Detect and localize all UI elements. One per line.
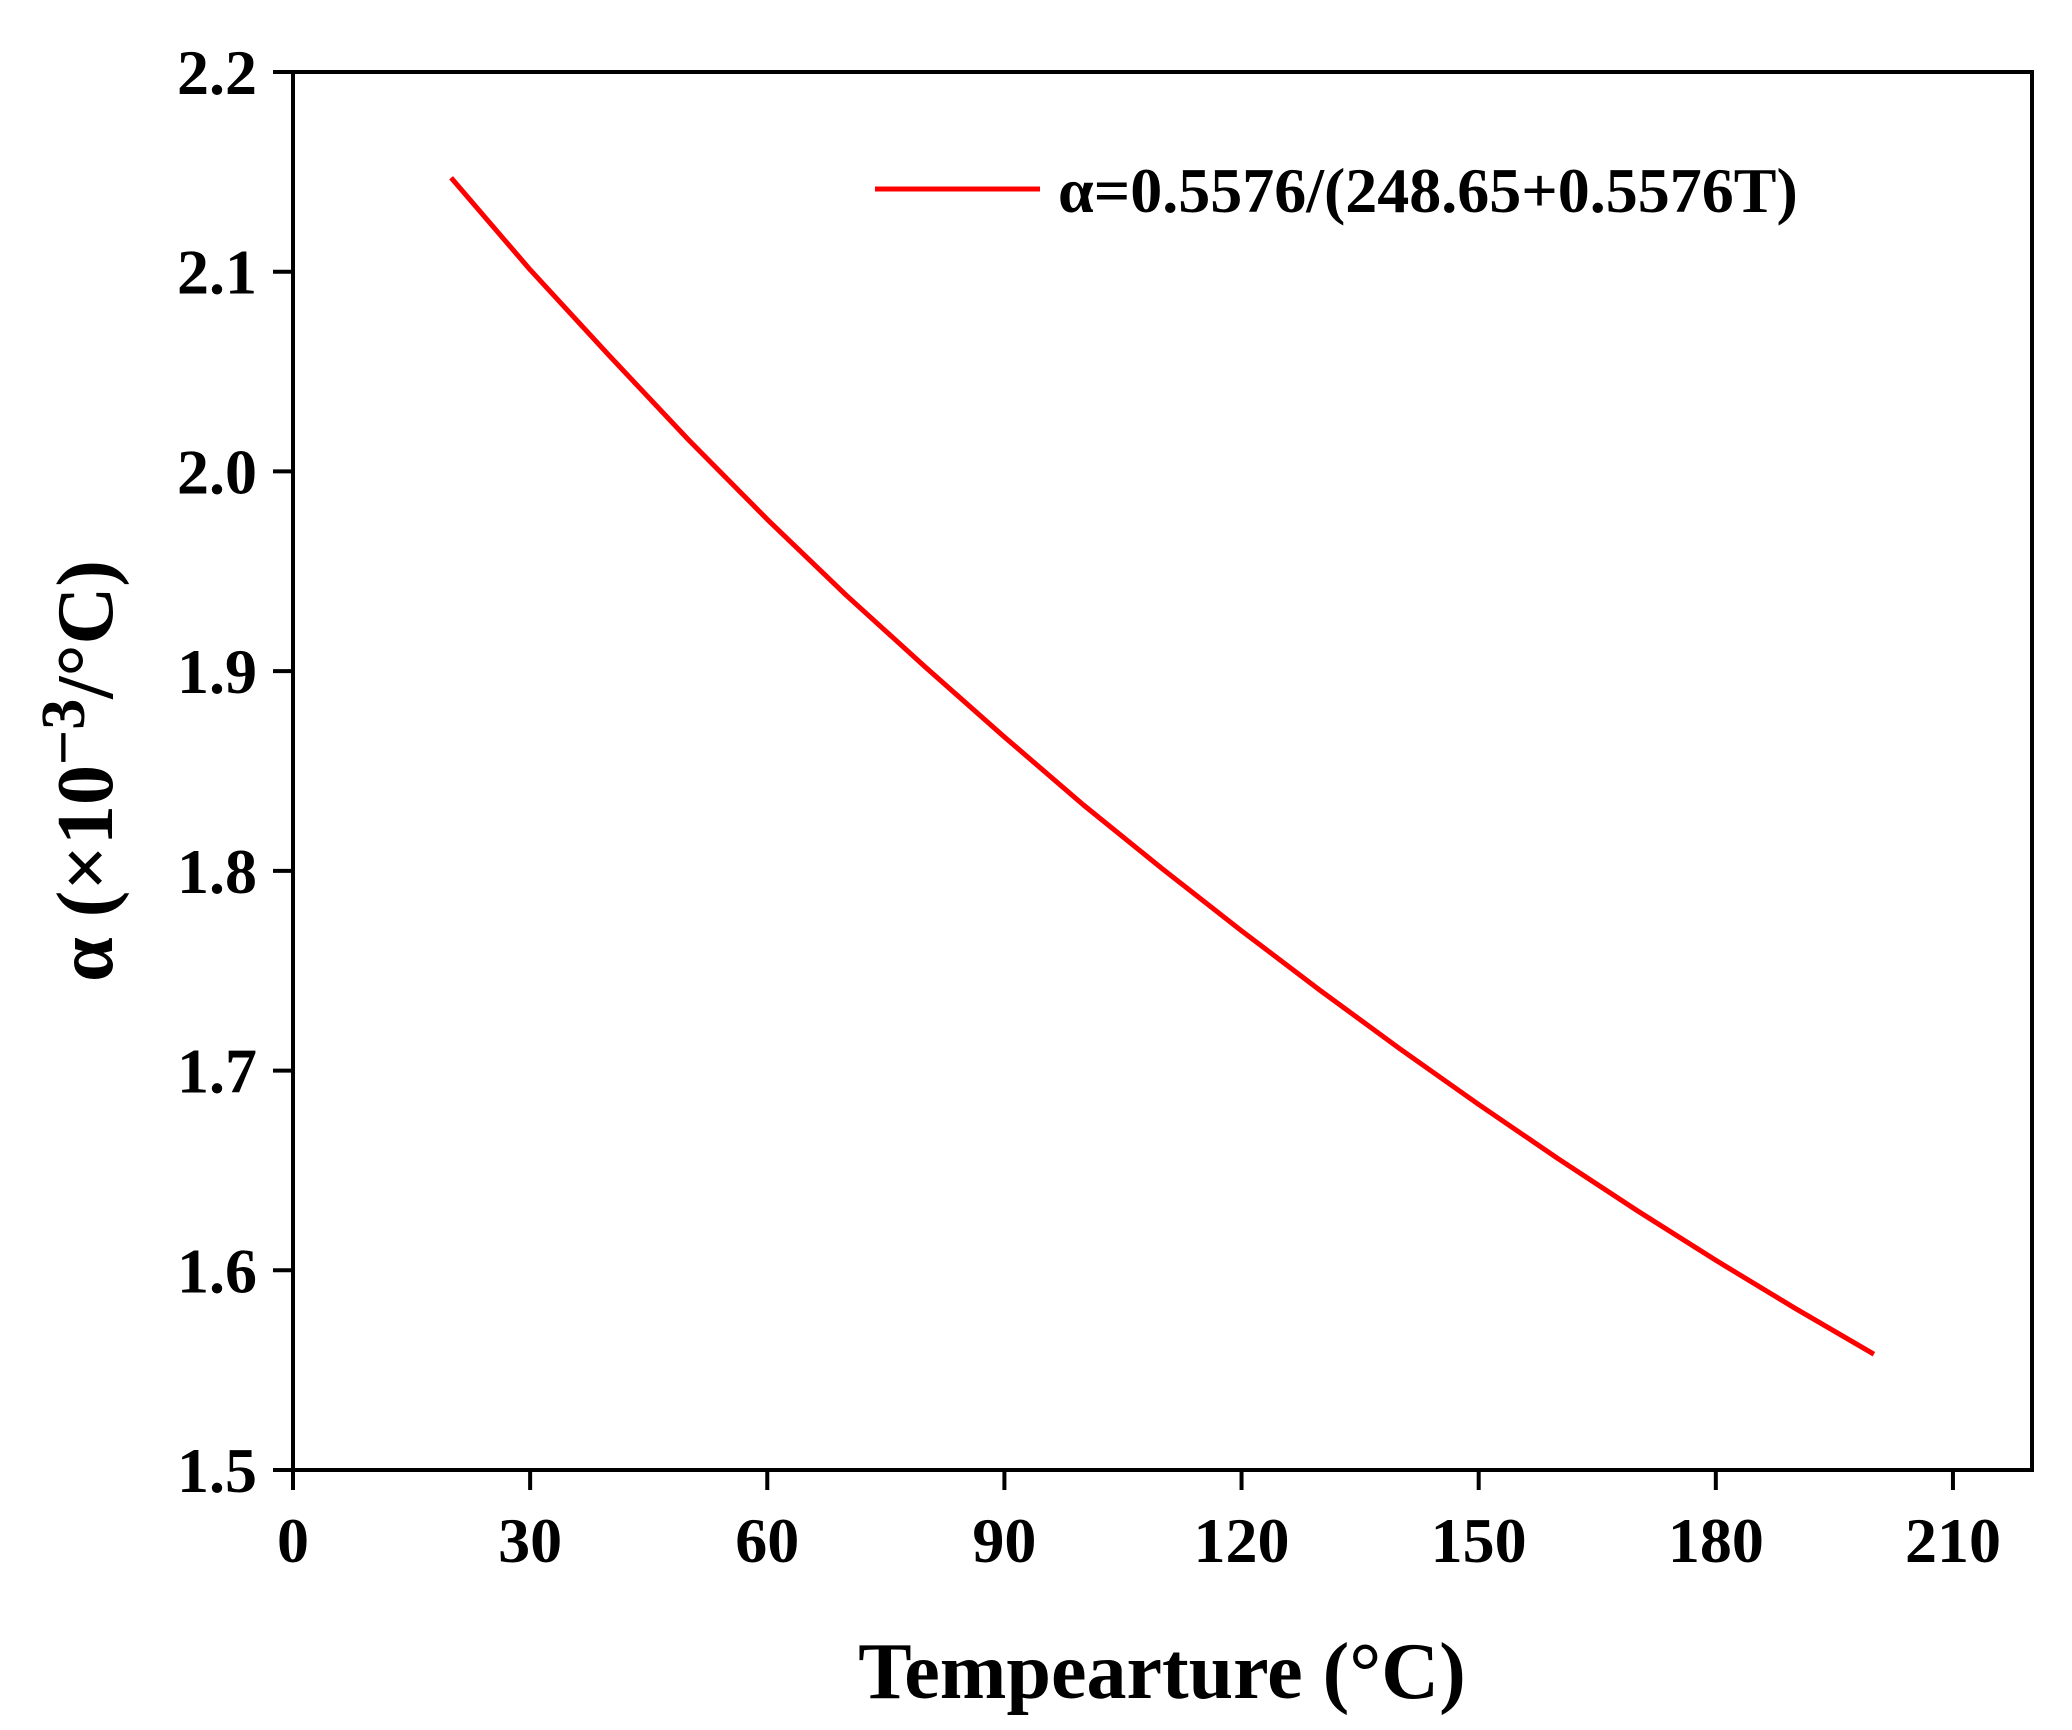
series-line bbox=[449, 176, 1876, 1357]
x-tick-label: 120 bbox=[1194, 1505, 1290, 1576]
y-axis-title-exponent: −3 bbox=[30, 699, 98, 765]
x-tick-label: 60 bbox=[735, 1505, 799, 1576]
y-axis-title-suffix: /°C) bbox=[42, 560, 130, 700]
y-tick-label: 1.8 bbox=[177, 836, 257, 907]
y-axis-ticks: 1.5 1.6 1.7 1.8 1.9 2.0 2.1 2.2 bbox=[177, 37, 293, 1506]
x-tick-label: 180 bbox=[1668, 1505, 1764, 1576]
x-tick-label: 0 bbox=[277, 1505, 309, 1576]
y-tick-label: 2.1 bbox=[177, 237, 257, 308]
series-layer bbox=[449, 176, 1876, 1357]
y-tick-label: 1.5 bbox=[177, 1435, 257, 1506]
x-tick-label: 30 bbox=[498, 1505, 562, 1576]
y-tick-label: 1.7 bbox=[177, 1036, 257, 1107]
x-axis-ticks: 0 30 60 90 120 150 180 210 bbox=[277, 1470, 2001, 1576]
x-axis-title: Tempearture (°C) bbox=[858, 1628, 1465, 1716]
y-tick-label: 2.2 bbox=[177, 37, 257, 108]
y-tick-label: 1.6 bbox=[177, 1235, 257, 1306]
y-axis-title: α (×10−3/°C) bbox=[30, 560, 130, 982]
x-tick-label: 150 bbox=[1431, 1505, 1527, 1576]
legend-series-label: α=0.5576/(248.65+0.5576T) bbox=[1058, 155, 1798, 226]
y-tick-label: 1.9 bbox=[177, 636, 257, 707]
y-axis-title-prefix: α (×10 bbox=[42, 765, 130, 982]
x-tick-label: 90 bbox=[972, 1505, 1036, 1576]
plot-frame bbox=[291, 70, 2034, 1472]
x-tick-label: 210 bbox=[1905, 1505, 2001, 1576]
legend: α=0.5576/(248.65+0.5576T) bbox=[875, 155, 1798, 226]
y-tick-label: 2.0 bbox=[177, 436, 257, 507]
